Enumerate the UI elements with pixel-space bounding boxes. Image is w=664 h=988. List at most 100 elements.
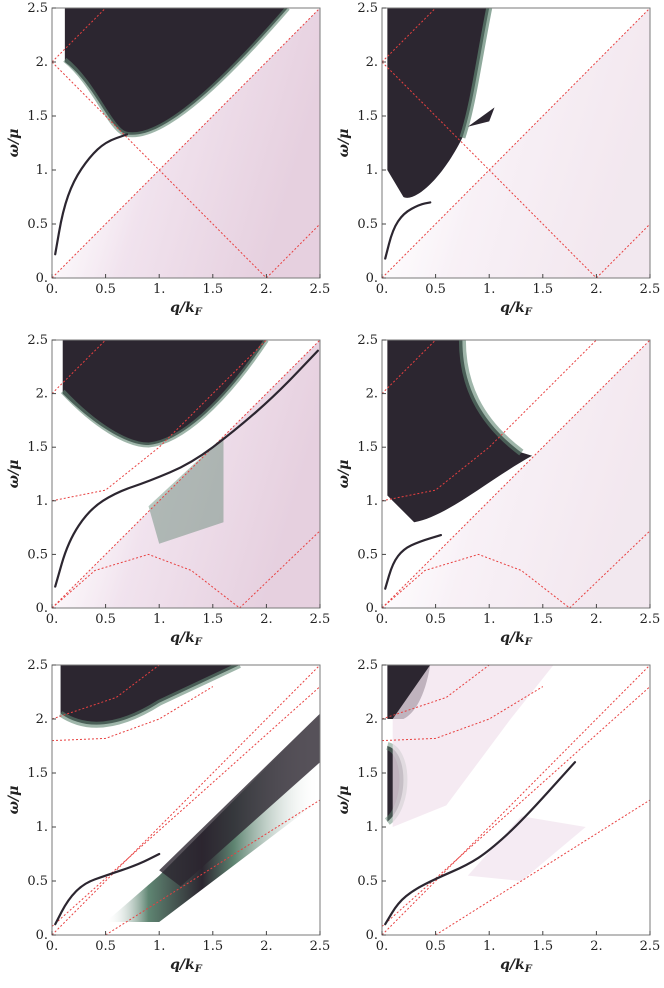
x-tick-label: 1. — [153, 282, 165, 297]
x-tick-label: 0. — [376, 612, 388, 627]
x-tick-label: 1.5 — [532, 612, 553, 627]
x-tick-label: 2.5 — [310, 612, 331, 627]
y-tick-label: 0. — [36, 271, 48, 286]
x-tick-label: 0. — [376, 939, 388, 954]
plot-area — [382, 340, 650, 608]
y-tick-label: 2.5 — [27, 1, 48, 16]
y-tick-label: 1.5 — [357, 766, 378, 781]
plasmon-branch — [54, 349, 319, 588]
y-tick-label: 1.5 — [27, 109, 48, 124]
y-axis-label: ω/μ — [336, 129, 352, 158]
y-tick-label: 0.5 — [27, 217, 48, 232]
guide-line — [52, 665, 320, 935]
upper-continuum — [387, 8, 490, 198]
plot-area — [52, 8, 320, 278]
y-tick-label: 1.5 — [27, 440, 48, 455]
y-tick-label: 1. — [366, 820, 378, 835]
x-tick-label: 1. — [153, 612, 165, 627]
x-tick-label: 0. — [46, 939, 58, 954]
y-tick-label: 0. — [366, 601, 378, 616]
plot-frame — [51, 664, 321, 936]
guide-line — [382, 665, 650, 935]
x-tick-label: 2.5 — [640, 939, 661, 954]
x-tick-label: 0. — [46, 612, 58, 627]
x-tick-label: 0. — [376, 282, 388, 297]
x-tick-label: 0.5 — [425, 939, 446, 954]
guide-line — [52, 553, 240, 608]
x-tick-label: 1.5 — [532, 939, 553, 954]
plot-frame — [51, 339, 321, 609]
y-tick-label: 1.5 — [27, 766, 48, 781]
panel-bottom-left: 0.0. 0.5 0.5 1. 1. 1.5 1.5 2. 2. 2.5 2.5 q/kF ω/μ — [6, 658, 330, 975]
plasmon-branch — [384, 201, 432, 260]
plasmon-branch — [54, 133, 129, 256]
x-axis-label: q/kF — [500, 300, 533, 318]
x-tick-label: 2. — [260, 282, 272, 297]
x-tick-label: 1. — [483, 612, 495, 627]
x-tick-label: 1. — [483, 939, 495, 954]
guide-line — [52, 61, 267, 278]
guide-line — [266, 223, 320, 278]
x-tick-label: 2.5 — [310, 939, 331, 954]
y-axis-label: ω/μ — [6, 129, 22, 158]
panel-top-left: 0.0. 0.5 0.5 1. 1. 1.5 1.5 2. 2. 2.5 2.5 q/kF ω/μ — [6, 1, 330, 318]
guide-line — [596, 223, 650, 278]
y-tick-label: 2. — [36, 55, 48, 70]
guide-line — [382, 340, 650, 608]
guide-line — [382, 8, 650, 278]
y-axis-label: ω/μ — [336, 460, 352, 489]
y-tick-label: 0. — [366, 928, 378, 943]
y-axis-label: ω/μ — [336, 786, 352, 815]
y-tick-label: 1.5 — [357, 440, 378, 455]
plot-frame — [381, 7, 651, 279]
x-tick-label: 1.5 — [202, 612, 223, 627]
y-tick-label: 2.5 — [27, 658, 48, 673]
guide-line — [382, 61, 597, 278]
x-tick-label: 2.5 — [640, 612, 661, 627]
guide-line — [52, 340, 106, 394]
plot-frame — [381, 664, 651, 936]
plot-frame — [51, 7, 321, 279]
upper-continuum — [62, 340, 267, 446]
plasmon-branch — [384, 761, 577, 926]
x-tick-label: 2. — [590, 282, 602, 297]
y-tick-label: 2. — [36, 387, 48, 402]
y-tick-label: 0. — [36, 601, 48, 616]
panel-top-right: 0.0. 0.5 0.5 1. 1. 1.5 1.5 2. 2. 2.5 2.5 q/kF ω/μ — [336, 1, 660, 318]
guide-line — [382, 340, 436, 394]
x-axis-label: q/kF — [170, 630, 203, 648]
guide-line — [52, 8, 320, 278]
plasmon-branch — [54, 852, 161, 926]
x-tick-label: 0.5 — [425, 282, 446, 297]
y-tick-label: 2. — [366, 387, 378, 402]
y-tick-label: 0.5 — [27, 547, 48, 562]
y-tick-label: 1. — [366, 494, 378, 509]
x-tick-label: 1.5 — [532, 282, 553, 297]
x-tick-label: 2. — [260, 612, 272, 627]
panel-middle-left: 0.0. 0.5 0.5 1. 1. 1.5 1.5 2. 2. 2.5 2.5 q/kF ω/μ — [6, 333, 330, 648]
x-axis-label: q/kF — [500, 630, 533, 648]
x-tick-label: 1. — [483, 282, 495, 297]
x-tick-label: 2. — [590, 612, 602, 627]
x-tick-label: 2. — [260, 939, 272, 954]
upper-continuum — [60, 665, 240, 725]
x-tick-label: 0.5 — [425, 612, 446, 627]
x-tick-label: 2. — [590, 939, 602, 954]
guide-line — [382, 686, 544, 742]
y-tick-label: 1. — [36, 163, 48, 178]
y-tick-label: 1. — [36, 820, 48, 835]
x-tick-label: 0.5 — [95, 939, 116, 954]
lower-continuum — [105, 713, 320, 922]
y-tick-label: 2.5 — [357, 658, 378, 673]
y-tick-label: 2.5 — [27, 333, 48, 348]
y-tick-label: 2.5 — [357, 1, 378, 16]
x-tick-label: 1.5 — [202, 939, 223, 954]
y-tick-label: 0. — [366, 271, 378, 286]
y-tick-label: 2. — [36, 712, 48, 727]
guide-line — [382, 340, 597, 502]
y-axis-label: ω/μ — [6, 786, 22, 815]
x-tick-label: 2.5 — [640, 282, 661, 297]
upper-continuum — [387, 340, 533, 523]
guide-line — [382, 8, 436, 63]
